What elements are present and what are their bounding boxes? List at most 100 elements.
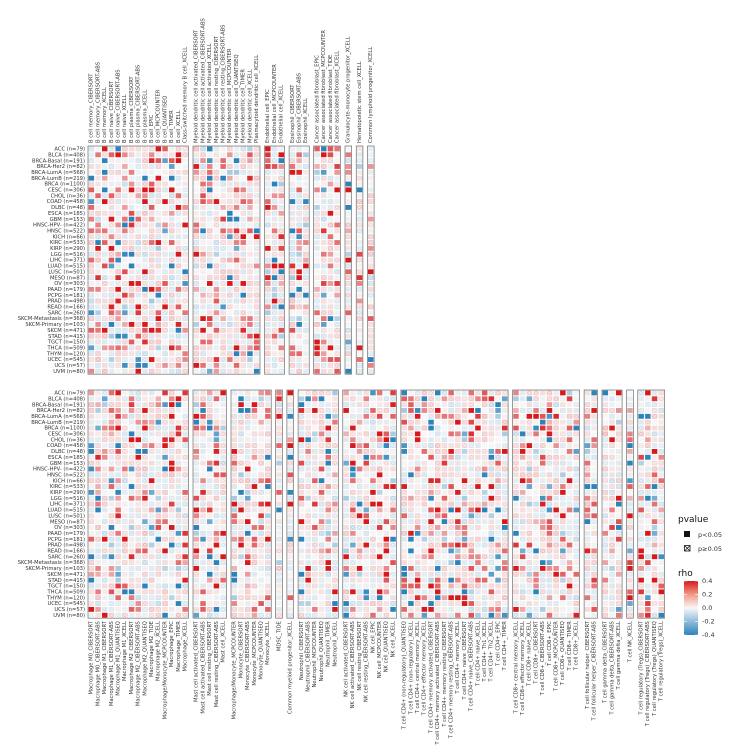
nonsignificant-mark [455,566,461,571]
heatmap-cell [227,169,233,175]
nonsignificant-mark [200,187,206,192]
heatmap-cell [370,606,376,612]
heatmap-cell [265,322,271,327]
nonsignificant-mark [435,472,441,477]
heatmap-cell [448,413,454,419]
heatmap-cell [220,402,226,408]
column-label: Endothelial cell_XCELL [279,85,285,143]
nonsignificant-mark [475,572,481,577]
nonsignificant-mark [142,146,148,151]
nonsignificant-mark [176,490,181,495]
heatmap-cell [169,146,175,152]
nonsignificant-mark [227,287,233,292]
heatmap-cell [95,606,101,612]
heatmap-cell [363,589,369,595]
heatmap-cell [182,577,188,583]
heatmap-cell [327,275,334,281]
heatmap-cell [122,169,128,175]
heatmap-cell [401,542,407,548]
heatmap-cell [428,425,434,431]
heatmap-cell [245,489,251,495]
heatmap-cell [327,169,334,175]
column-label: Mast cell resting_CIBERSORT-ABS [214,621,220,707]
nonsignificant-mark [156,566,161,571]
nonsignificant-mark [276,548,282,553]
nonsignificant-mark [252,583,257,588]
nonsignificant-mark [227,322,233,327]
heatmap-cell [303,316,309,321]
heatmap-cell [350,542,356,548]
nonsignificant-mark [135,158,141,163]
heatmap-cell [220,310,226,316]
heatmap-cell [318,589,325,595]
heatmap-cell [278,158,284,164]
nonsignificant-mark [245,478,251,483]
nonsignificant-mark [334,334,340,339]
heatmap-cell [265,507,271,513]
nonsignificant-mark [156,252,161,257]
nonsignificant-mark [240,269,246,274]
nonsignificant-mark [156,339,161,344]
heatmap-cell [182,571,188,577]
nonsignificant-mark [182,472,188,477]
heatmap-cell [88,542,95,548]
heatmap-cell [271,298,278,304]
nonsignificant-mark [149,589,154,594]
heatmap-cell [271,257,278,263]
nonsignificant-mark [214,490,219,495]
heatmap-cell [343,484,349,489]
nonsignificant-mark [350,502,356,507]
heatmap-cell [162,181,168,187]
heatmap-cell [298,495,305,501]
nonsignificant-mark [368,345,374,350]
nonsignificant-mark [468,443,474,448]
heatmap-cell [182,193,188,199]
heatmap-cell [88,169,95,175]
heatmap-cell [441,396,448,402]
nonsignificant-mark [194,146,199,151]
nonsignificant-mark [169,426,175,431]
heatmap-cell [455,548,461,554]
heatmap-cell [88,577,95,583]
nonsignificant-mark [252,414,257,419]
heatmap-cell [287,583,293,589]
heatmap-cell [200,408,206,413]
nonsignificant-mark [162,351,168,356]
heatmap-cell [435,478,441,484]
heatmap-cell [350,495,356,501]
nonsignificant-mark [122,146,128,151]
heatmap-cell [356,536,363,542]
heatmap-cell [182,390,188,396]
heatmap-cell [227,228,233,234]
nonsignificant-mark [207,334,213,339]
heatmap-cell [220,548,226,554]
heatmap-cell [175,536,182,542]
heatmap-cell [135,298,141,304]
heatmap-cell [115,222,121,228]
nonsignificant-mark [319,402,324,407]
nonsignificant-mark [102,496,108,501]
heatmap-cell [334,210,340,216]
heatmap-cell [428,606,434,612]
heatmap-cell [200,454,206,460]
nonsignificant-mark [265,222,271,227]
heatmap-cell [305,495,311,501]
heatmap-cell [428,571,434,577]
heatmap-cell [327,286,334,292]
nonsignificant-mark [475,537,481,542]
heatmap-cell [305,566,311,571]
heatmap-cell [314,286,320,292]
heatmap-cell [327,345,334,351]
heatmap-cell [193,169,200,175]
heatmap-cell [253,169,260,175]
nonsignificant-mark [252,449,257,454]
heatmap-cell [258,601,264,606]
nonsignificant-mark [115,420,121,425]
heatmap-cell [318,606,325,612]
heatmap-cell [421,595,428,601]
nonsignificant-mark [135,578,141,583]
nonsignificant-mark [305,390,311,395]
nonsignificant-mark [220,449,226,454]
heatmap-cell [233,228,240,234]
heatmap-cell [115,583,121,589]
